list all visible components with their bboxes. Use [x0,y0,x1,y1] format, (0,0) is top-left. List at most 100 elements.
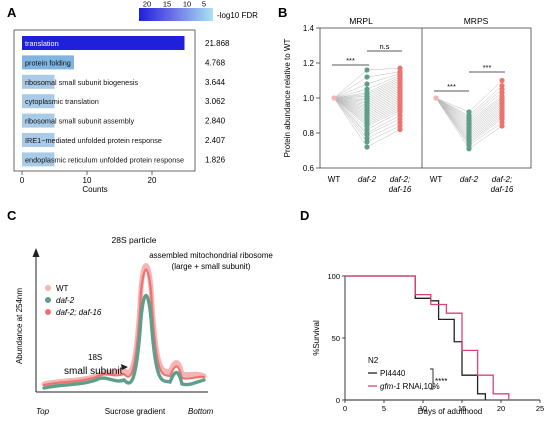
x-tick-label-d-3: 15 [458,404,466,413]
panel-label-d: D [300,208,309,223]
annotation-assembled-2: (large + small subunit) [172,262,251,271]
fdr-value-0: 21.868 [205,39,230,48]
mrps-daf16-point-18 [499,83,505,89]
sig-mrps-daf2-daf16-text: *** [483,63,492,72]
bar-4 [22,113,55,128]
cat-b2-0-2: daf-16 [389,185,412,194]
bar-label-1: protein folding [25,58,71,67]
bar-2 [22,74,55,89]
colorbar-tick-0: 20 [143,0,151,9]
cat-b-1-0: WT [430,175,443,184]
x-tick-label-a-2: 20 [148,176,157,185]
legend-title-d: N2 [368,356,379,365]
bar-1 [22,55,74,70]
mrpl-wt-point [331,95,337,101]
panel-b: B Protein abundance relative to WT MRPL … [278,5,532,194]
fdr-value-4: 2.840 [205,117,226,126]
x-tick-label-d-5: 25 [536,404,544,413]
bar-6 [22,152,55,167]
panel-c: C Abundance at 254nm WT daf-2 daf-2; daf-1… [7,208,273,416]
survival-curve-1 [345,275,510,400]
axes-d: 0 5 10 15 20 25 0 50 100 [327,272,544,413]
x-left-label-c: Top [36,407,50,416]
x-axis-a: 0 10 20 [20,171,157,185]
cat-b-0-0: WT [328,175,341,184]
sig-mrps-wt-daf2-text: *** [447,82,456,91]
fdr-colorbar [139,8,213,21]
bar-3 [22,94,55,109]
mrpl-daf2-point-26 [364,86,370,92]
bar-0 [22,36,185,50]
y-tick-label-d-2: 100 [327,272,340,281]
panel-a-frame [13,29,196,172]
x-tick-label-a-0: 0 [20,176,25,185]
small-subunit-arrow [121,364,128,370]
annotation-18s: 18S [88,353,102,362]
x-axis-label-c: Sucrose gradient [105,407,166,416]
colorbar-label: -log10 FDR [217,11,258,20]
y-tick-label-b-1: 0.8 [303,129,315,138]
y-axis-label-b: Protein abundance relative to WT [283,39,292,158]
daf16-curve [42,268,206,387]
bar-label-6: endoplasmic reticulum unfolded protein r… [25,155,184,164]
x-right-label-c: Bottom [188,407,214,416]
x-tick-label-a-1: 10 [83,176,92,185]
bar-label-5: IRE1−mediated unfolded protein response [25,136,162,145]
bar-label-4: ribosomal small subunit assembly [25,117,134,126]
panel-label-b: B [278,5,287,20]
legend-c-swatch-0 [45,285,51,291]
legend-c: WT daf-2 daf-2; daf-16 [45,284,102,317]
mrps-daf16-point-19 [499,77,505,84]
mrps-daf2-point-19 [466,109,472,115]
fdr-value-5: 2.407 [205,136,226,145]
y-tick-label-d-0: 0 [336,396,340,405]
mrpl-daf16-point-29 [397,65,403,71]
x-axis-label-d: Days of adulthood [418,407,483,416]
y-tick-label-b-4: 1.4 [303,24,315,33]
fdr-value-2: 3.644 [205,78,226,87]
x-tick-label-d-4: 20 [497,404,505,413]
significance-d: **** [435,377,447,386]
y-axis-b: 0.6 0.8 1.0 1.2 1.4 [303,24,320,173]
colorbar-tick-1: 15 [163,0,171,9]
sig-mrpl-wt-daf2-text: *** [346,56,355,65]
bar-label-0: translation [25,39,59,48]
facet-mrpl-title: MRPL [349,16,373,26]
colorbar-ticks: 20 15 10 5 [143,0,206,9]
mrps-wt-point [433,95,439,101]
annotation-assembled-1: assembled mitochondrial ribosome [149,251,273,260]
legend-gfm1-italic: gfm-1 [380,382,400,391]
panel-label-c: C [7,208,17,223]
mrpl-daf2-point-27 [364,81,370,87]
sig-mrpl-daf2-daf16-text: n.s [379,42,389,51]
fdr-value-3: 3.062 [205,97,226,106]
legend-c-swatch-2 [45,309,51,315]
significance-bracket-d [430,368,434,390]
mrpl-daf2-point-29 [364,67,370,73]
legend-gfm1-rest: RNAi,10% [400,382,439,391]
facet-mrps-title: MRPS [464,16,489,26]
colorbar-tick-2: 10 [183,0,191,9]
y-axis-label-d: %Survival [312,320,321,356]
y-tick-label-b-0: 0.6 [303,164,315,173]
legend-gfm1: gfm-1 RNAi,10% [380,382,440,391]
bars-a: translation 21.868 protein folding 4.768 rib… [22,36,230,167]
legend-c-label-0: WT [56,284,69,293]
y-tick-label-d-1: 50 [332,334,340,343]
legend-c-swatch-1 [45,297,51,303]
y-arrowhead-c [32,248,40,257]
x-tick-label-d-0: 0 [343,404,347,413]
cat-b-1-2: daf-2; [492,175,512,184]
cat-b-0-2: daf-2; [390,175,410,184]
fdr-value-6: 1.826 [205,155,226,164]
bar-label-2: ribosomal small subunit biogenesis [25,78,139,87]
y-tick-label-b-3: 1.2 [303,59,315,68]
x-tick-label-d-2: 10 [419,404,427,413]
panel-d: D %Survival 0 5 10 15 20 25 0 50 100 N2 PI4440 g… [300,208,544,416]
legend-c-label-1: daf-2 [56,296,75,305]
mrpl-daf2-point-0 [364,144,370,150]
annotation-28s: 28S particle [112,235,157,245]
survival-curves [345,275,510,400]
legend-pi4440: PI4440 [380,369,406,378]
